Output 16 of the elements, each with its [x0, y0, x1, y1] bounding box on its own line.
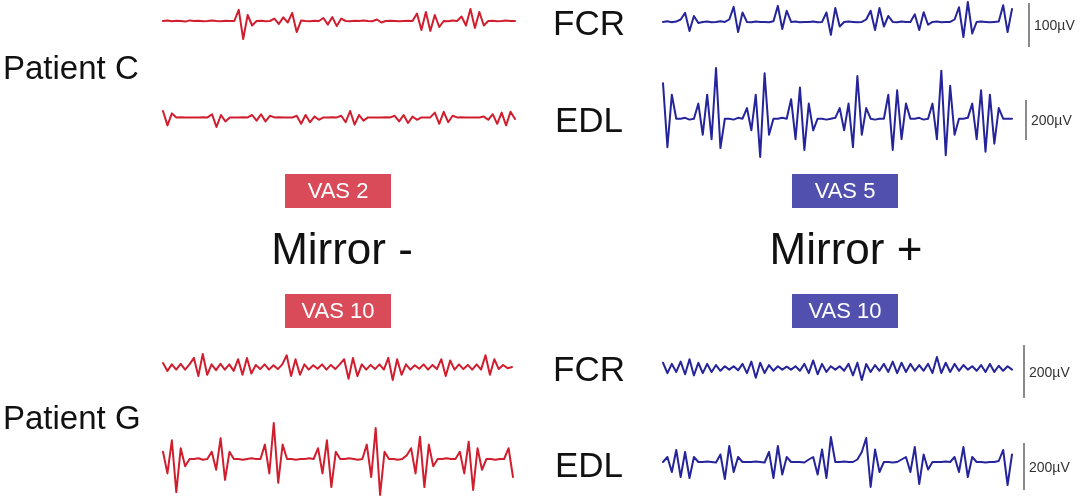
text: 200µV	[1029, 362, 1070, 381]
text: 200µV	[1031, 111, 1072, 129]
text: VAS 2	[285, 174, 391, 208]
y-axis-title: FCR	[552, 349, 626, 389]
y-axis-title: FCR	[552, 3, 626, 43]
text: VAS 10	[792, 294, 898, 328]
text: Patient C	[3, 48, 139, 86]
text: Mirror +	[768, 224, 924, 273]
text: Patient G	[3, 398, 141, 436]
text: VAS 10	[285, 294, 391, 328]
y-axis-title: EDL	[553, 100, 625, 140]
text: Mirror -	[270, 224, 414, 273]
text: VAS 5	[792, 174, 898, 208]
text: 100µV	[1034, 16, 1075, 34]
y-axis-title: EDL	[553, 445, 625, 485]
text: 200µV	[1029, 457, 1070, 476]
